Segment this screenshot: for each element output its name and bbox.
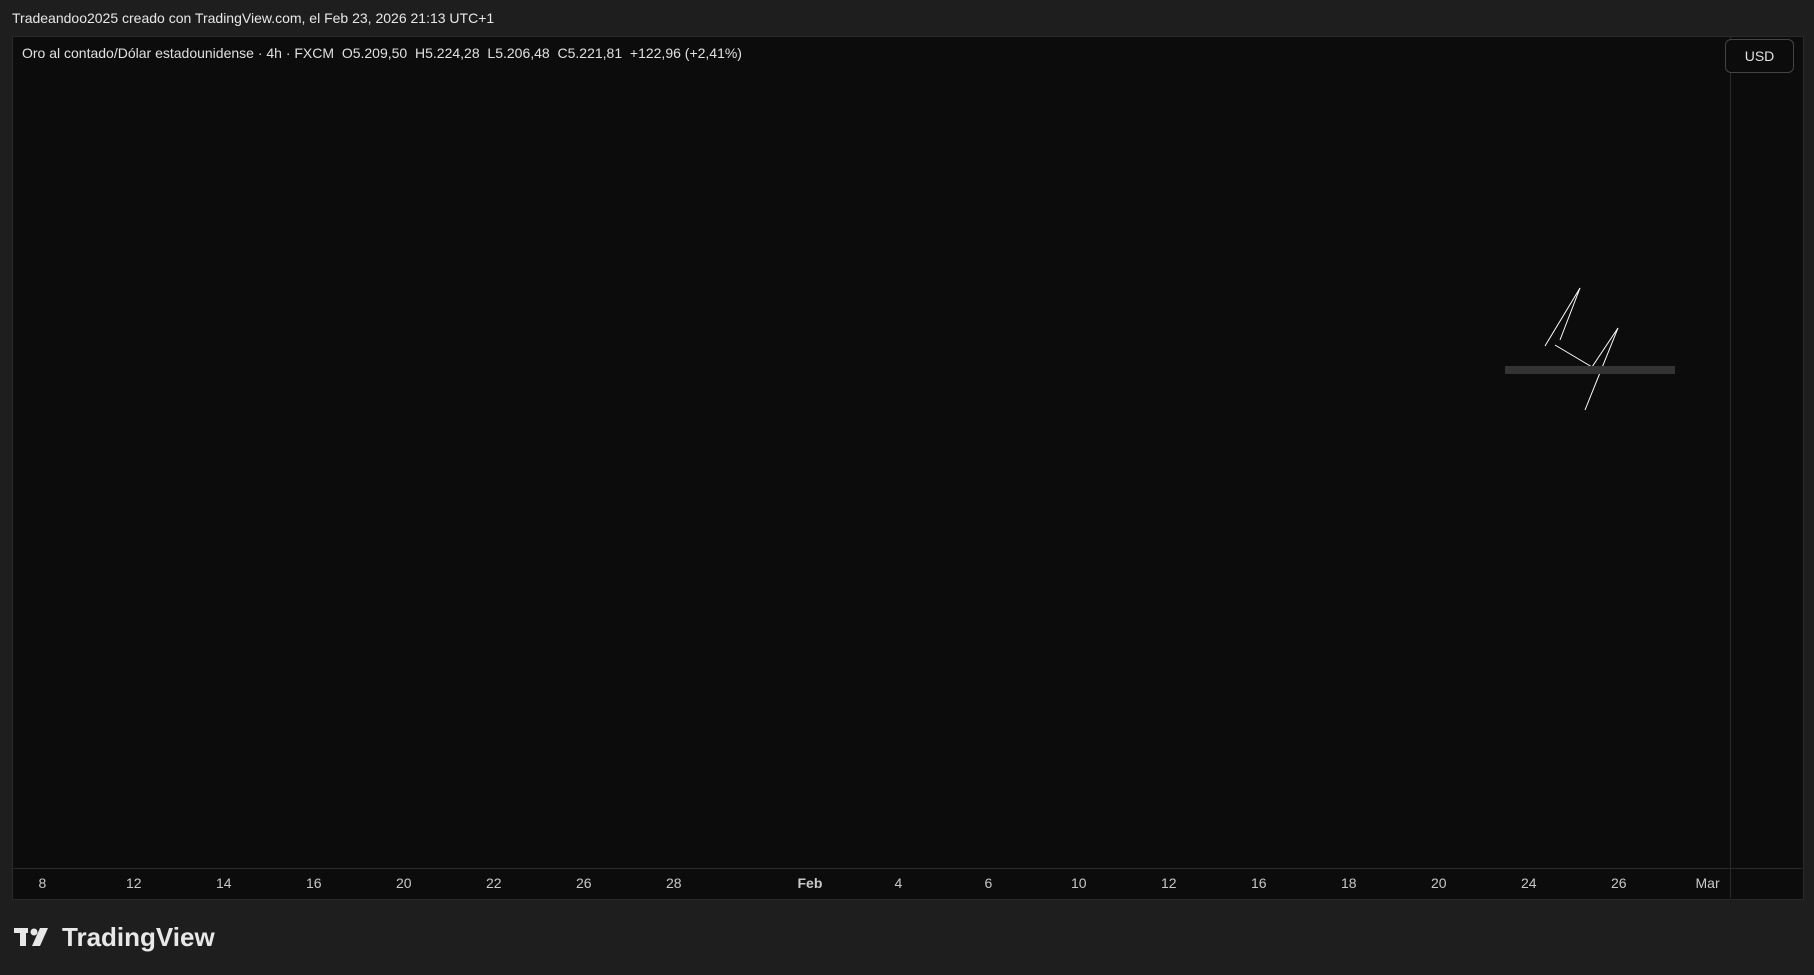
tradingview-icon	[14, 927, 48, 946]
open-value: 5.209,50	[352, 45, 408, 61]
high-value: 5.224,28	[425, 45, 480, 61]
time-axis-separator	[12, 868, 1802, 869]
chart-panel[interactable]	[12, 36, 1804, 900]
close-value: 5.221,81	[567, 45, 623, 61]
open-label: O	[341, 45, 353, 61]
low-value: 5.206,48	[495, 45, 550, 61]
chart-attribution: Tradeandoo2025 creado con TradingView.co…	[12, 10, 495, 26]
close-label: C	[557, 45, 568, 61]
change-value: +122,96 (+2,41%)	[629, 45, 742, 61]
brand-name: TradingView	[62, 922, 215, 952]
symbol-name: Oro al contado/Dólar estadounidense · 4h…	[22, 45, 335, 61]
price-axis-separator	[1730, 36, 1731, 898]
high-label: H	[415, 45, 426, 61]
low-label: L	[487, 45, 496, 61]
currency-button[interactable]: USD	[1725, 39, 1794, 73]
symbol-legend: Oro al contado/Dólar estadounidense · 4h…	[22, 45, 742, 61]
tradingview-logo[interactable]: TradingView	[14, 922, 215, 953]
